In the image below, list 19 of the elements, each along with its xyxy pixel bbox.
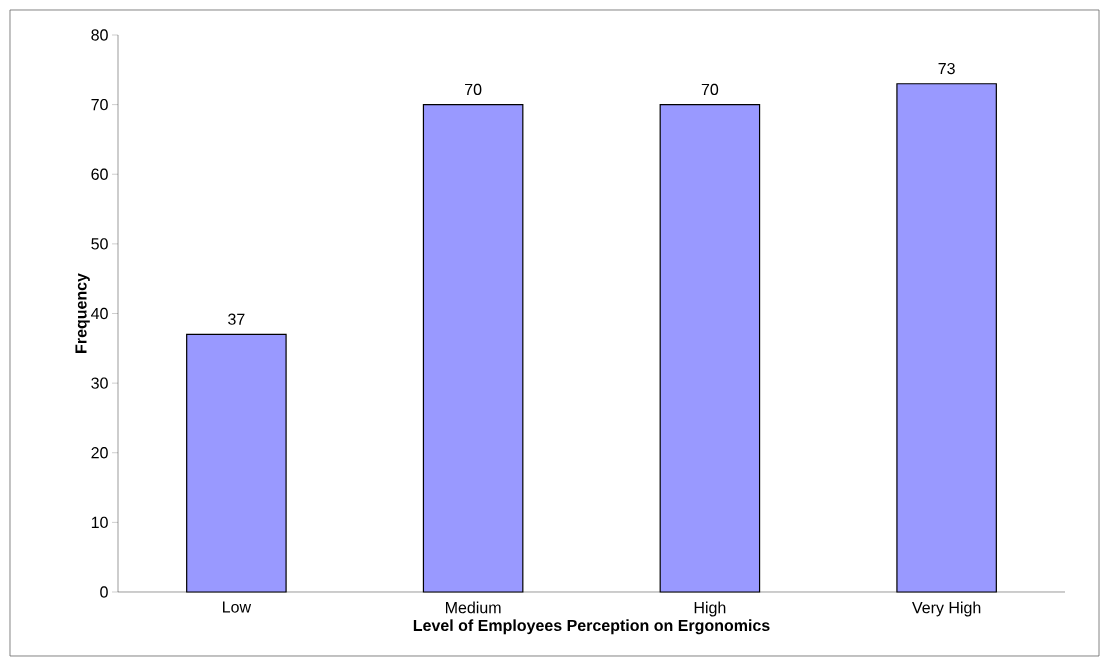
data-label: 73 <box>938 62 955 75</box>
y-tick-label: 0 <box>100 586 108 598</box>
data-label: 70 <box>701 83 719 96</box>
y-tick-label: 60 <box>91 168 108 180</box>
y-tick-label: 80 <box>91 29 108 41</box>
y-tick-label: 50 <box>91 238 108 250</box>
y-tick-label: 10 <box>91 516 108 529</box>
x-tick-label: Very High <box>912 601 981 617</box>
x-tick-label: Low <box>223 601 252 613</box>
y-axis-title: Frequency <box>75 273 90 353</box>
y-tick-label: 30 <box>91 377 108 389</box>
data-label: 37 <box>228 313 245 325</box>
data-label: 70 <box>465 83 482 96</box>
y-tick-label: 40 <box>91 307 108 320</box>
x-tick-label: High <box>694 601 726 617</box>
y-tick-label: 20 <box>91 447 108 459</box>
x-tick-label: Medium <box>445 601 501 614</box>
x-axis-title: Level of Employees Perception on Ergonomics <box>413 619 770 635</box>
y-tick-label: 70 <box>91 98 108 111</box>
